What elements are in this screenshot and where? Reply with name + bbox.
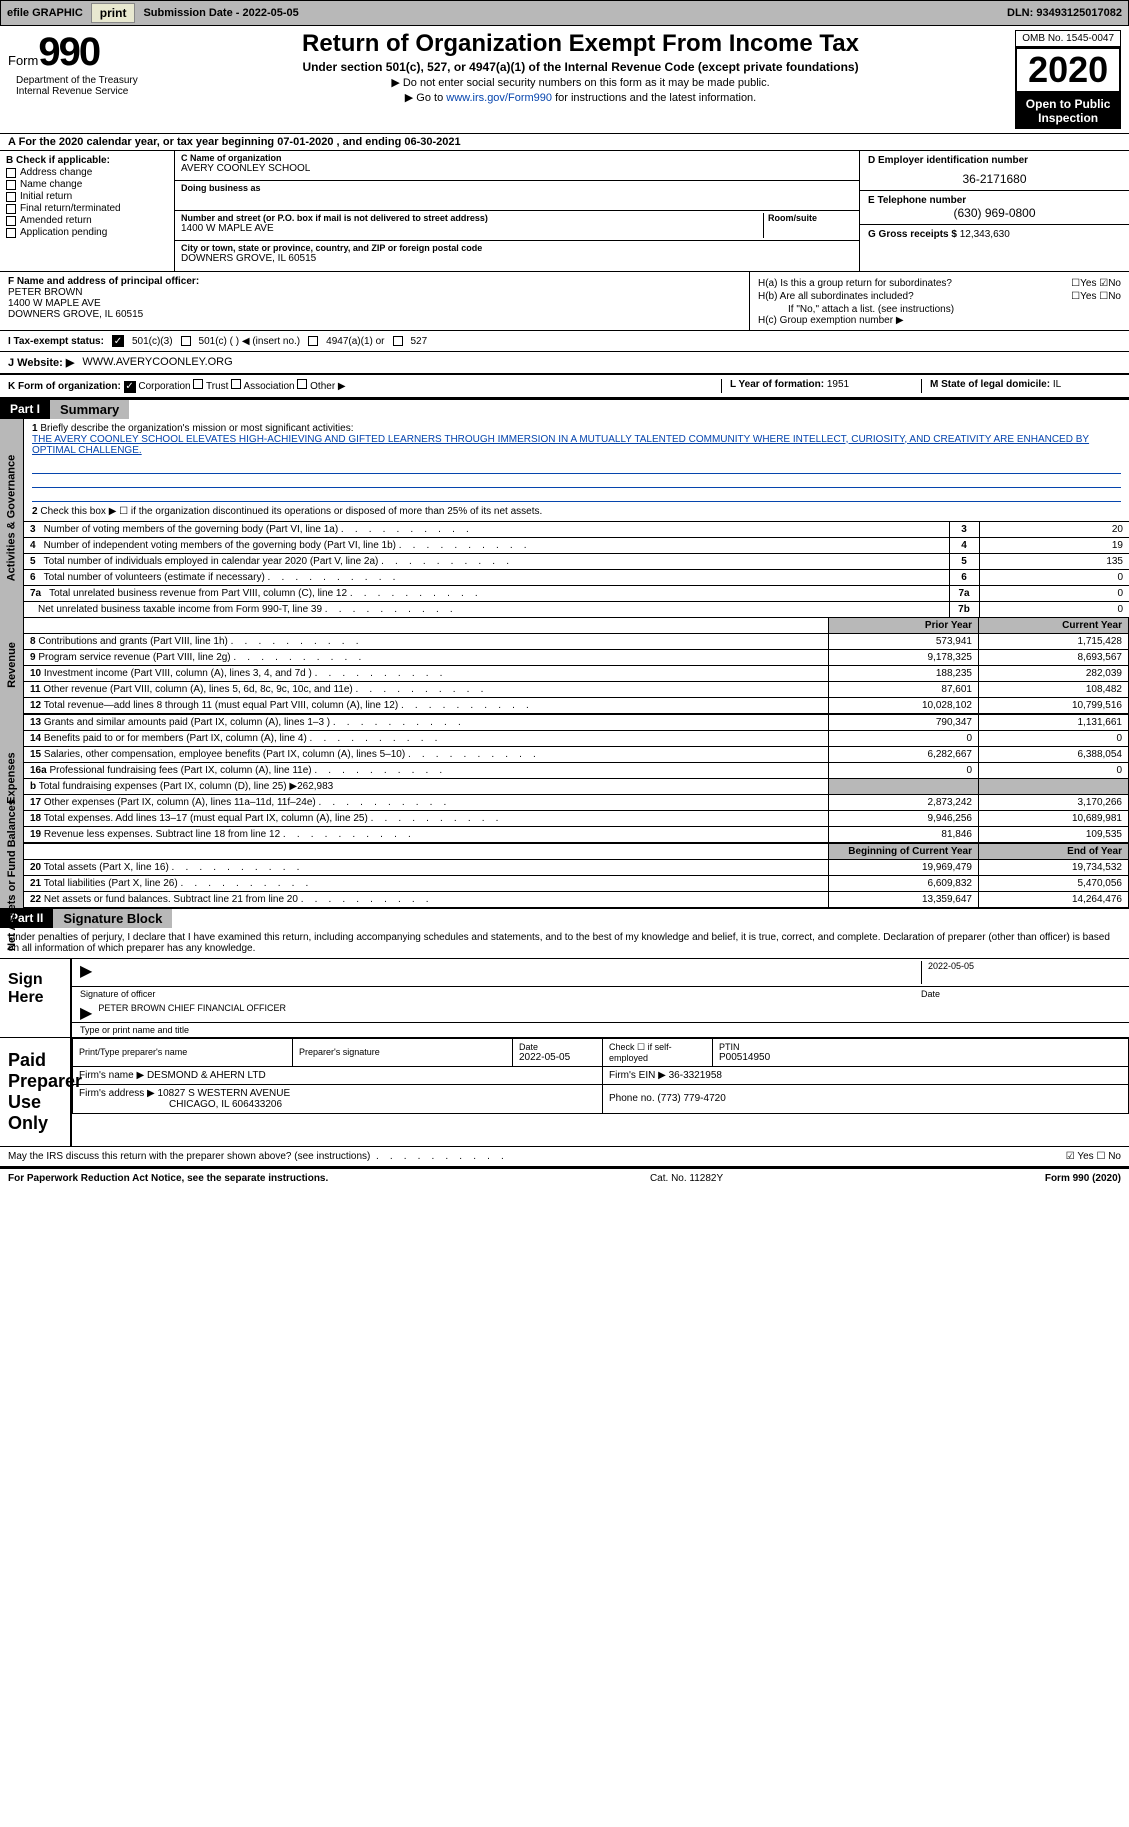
efile-label: efile GRAPHIC [1, 7, 89, 19]
tax-exempt-row: I Tax-exempt status: ✓501(c)(3) 501(c) (… [0, 331, 1129, 352]
part1-netassets: Net Assets or Fund Balances Beginning of… [0, 843, 1129, 908]
box-k: K Form of organization: ✓ Corporation Tr… [0, 375, 1129, 399]
form-subtitle: Under section 501(c), 527, or 4947(a)(1)… [158, 60, 1004, 74]
footer: For Paperwork Reduction Act Notice, see … [0, 1168, 1129, 1188]
form-header: Form 990 Department of the Treasury Inte… [0, 26, 1129, 133]
preparer-table: Print/Type preparer's name Preparer's si… [72, 1038, 1129, 1114]
omb-number: OMB No. 1545-0047 [1015, 30, 1121, 47]
topbar: efile GRAPHIC print Submission Date - 20… [0, 0, 1129, 26]
box-f: F Name and address of principal officer:… [0, 272, 749, 330]
discuss-row: May the IRS discuss this return with the… [0, 1147, 1129, 1168]
box-b: B Check if applicable: Address change Na… [0, 151, 175, 271]
public-inspection: Open to PublicInspection [1015, 93, 1121, 129]
box-c: C Name of organizationAVERY COONLEY SCHO… [175, 151, 859, 271]
box-d: D Employer identification number36-21716… [859, 151, 1129, 271]
dln-label: DLN: 93493125017082 [1001, 7, 1128, 19]
sub-date-label: Submission Date - 2022-05-05 [137, 7, 304, 19]
part1-governance: Activities & Governance 1 Briefly descri… [0, 419, 1129, 617]
sign-here-label: Sign Here [0, 959, 70, 1037]
part1-header: Part I Summary [0, 399, 1129, 419]
form-note1: ▶ Do not enter social security numbers o… [158, 76, 1004, 89]
irs-link[interactable]: www.irs.gov/Form990 [446, 92, 552, 104]
form-number: Form 990 [8, 30, 146, 75]
part2-header: Part II Signature Block [0, 908, 1129, 928]
form-note2: ▶ Go to www.irs.gov/Form990 for instruct… [158, 91, 1004, 104]
box-h: H(a) Is this a group return for subordin… [749, 272, 1129, 330]
part1-expenses: Expenses 13 Grants and similar amounts p… [0, 714, 1129, 843]
form-title: Return of Organization Exempt From Incom… [158, 30, 1004, 58]
dept-label: Department of the Treasury Internal Reve… [8, 75, 146, 101]
period-line: A For the 2020 calendar year, or tax yea… [0, 133, 1129, 151]
print-button[interactable]: print [91, 3, 136, 23]
signature-declaration: Under penalties of perjury, I declare th… [0, 928, 1129, 958]
tax-year: 2020 [1015, 47, 1121, 93]
website-row: J Website: ▶ WWW.AVERYCOONLEY.ORG [0, 352, 1129, 375]
paid-preparer-label: Paid Preparer Use Only [0, 1038, 70, 1146]
part1-revenue: Revenue Prior YearCurrent Year8 Contribu… [0, 617, 1129, 714]
